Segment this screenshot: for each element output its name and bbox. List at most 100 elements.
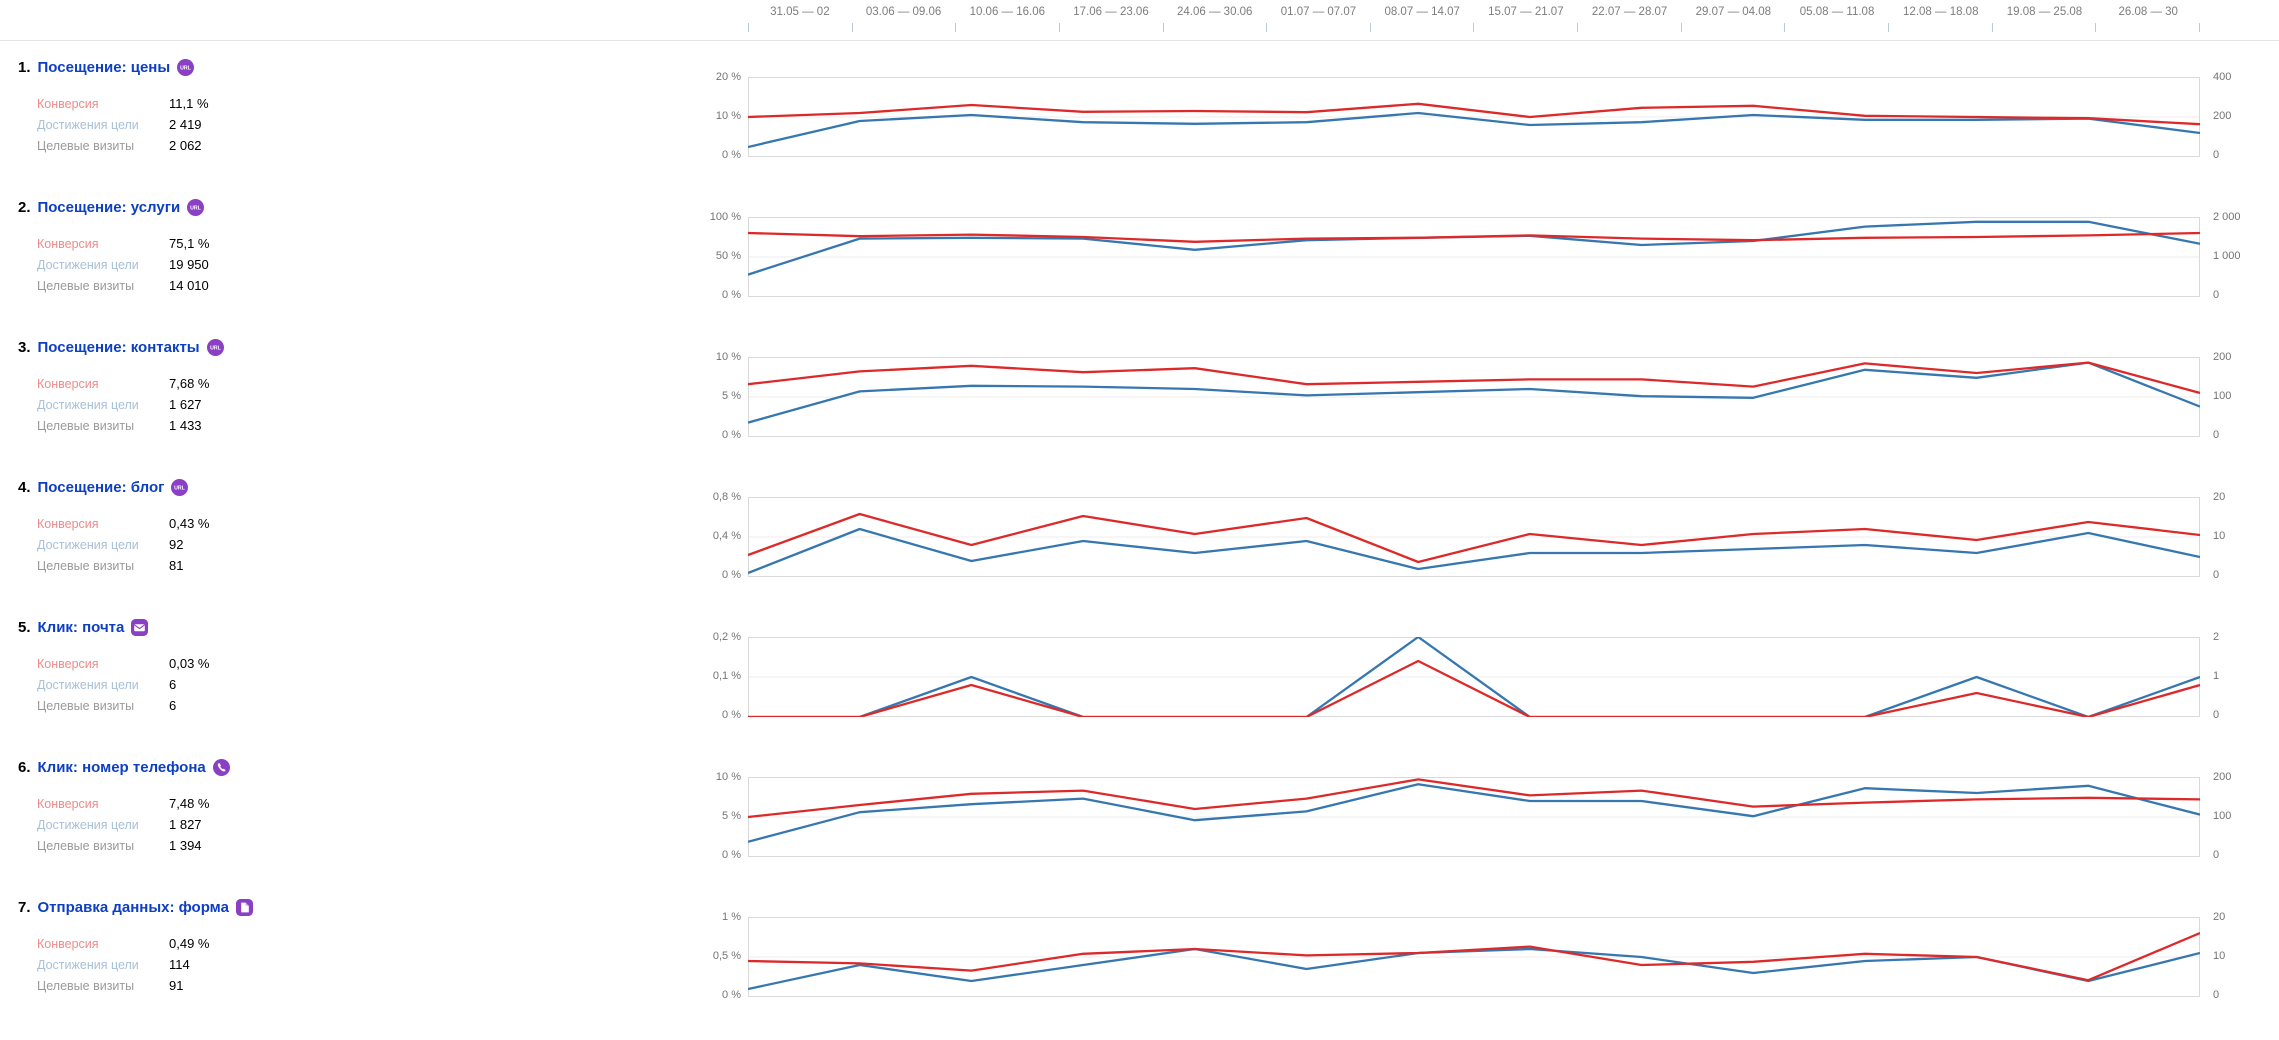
goal-title-link[interactable]: Посещение: цены xyxy=(37,59,171,76)
goal-chart-block: 10 % 5 % 0 % 200 100 0 xyxy=(690,771,2272,861)
date-range-label: 22.07 — 28.07 xyxy=(1591,6,1668,18)
stat-row-visits: Целевые визиты 1 394 xyxy=(37,835,690,856)
goal-title-link[interactable]: Отправка данных: форма xyxy=(37,899,229,916)
y-tick-label: 0 % xyxy=(722,289,741,301)
conversion-label: Конверсия xyxy=(37,376,99,391)
y-tick-label: 0 % xyxy=(722,149,741,161)
y-axis-right-count: 200 100 0 xyxy=(2200,771,2272,861)
stat-row-conversion: Конверсия 7,48 % xyxy=(37,793,690,814)
y-axis-right-count: 2 000 1 000 0 xyxy=(2200,211,2272,301)
y-tick-label: 100 xyxy=(2213,810,2232,822)
y-tick-label: 100 % xyxy=(709,211,741,223)
date-range-label: 05.08 — 11.08 xyxy=(1799,6,1875,18)
goal-row: 7. Отправка данных: форма Конверсия 0,49… xyxy=(0,881,2279,1021)
goal-number: 7. xyxy=(18,899,31,916)
conversion-line xyxy=(748,512,2200,564)
goal-card: 5. Клик: почта Конверсия 0,03 % Достижен… xyxy=(0,601,690,716)
conversion-trend-chart[interactable] xyxy=(748,497,2200,577)
axis-tick xyxy=(2095,23,2200,32)
y-tick-label: 0 xyxy=(2213,569,2220,581)
conversion-line xyxy=(748,361,2200,395)
y-tick-label: 0,5 % xyxy=(712,950,741,962)
date-range-label: 17.06 — 23.06 xyxy=(1073,6,1149,18)
conversion-label: Конверсия xyxy=(37,796,99,811)
y-tick-label: 2 000 xyxy=(2213,211,2241,223)
mail-icon xyxy=(131,619,149,636)
reaches-line xyxy=(748,111,2200,149)
y-tick-label: 0 % xyxy=(722,429,741,441)
goal-card: 4. Посещение: блог URL Конверсия 0,43 % … xyxy=(0,461,690,576)
goal-chart-block: 1 % 0,5 % 0 % 20 10 0 xyxy=(690,911,2272,1001)
y-tick-label: 0 xyxy=(2213,429,2220,441)
conversion-trend-chart[interactable] xyxy=(748,77,2200,157)
y-tick-label: 0,1 % xyxy=(712,670,741,682)
conversion-value: 75,1 % xyxy=(169,236,210,251)
y-tick-label: 20 xyxy=(2213,491,2226,503)
y-tick-label: 10 % xyxy=(715,351,741,363)
conversion-trend-chart[interactable] xyxy=(748,917,2200,997)
url-icon: URL xyxy=(187,199,205,216)
stat-row-conversion: Конверсия 7,68 % xyxy=(37,373,690,394)
goal-title-link[interactable]: Посещение: контакты xyxy=(37,339,200,356)
goal-title-link[interactable]: Клик: почта xyxy=(37,619,125,636)
goal-chart-block: 20 % 10 % 0 % 400 200 0 xyxy=(690,71,2272,161)
axis-tick xyxy=(1266,23,1370,32)
goal-card: 3. Посещение: контакты URL Конверсия 7,6… xyxy=(0,321,690,436)
y-tick-label: 0 xyxy=(2213,709,2220,721)
reaches-label: Достижения цели xyxy=(37,397,139,412)
stat-row-reaches: Достижения цели 92 xyxy=(37,534,690,555)
conversion-label: Конверсия xyxy=(37,236,99,251)
goal-title-link[interactable]: Клик: номер телефона xyxy=(37,759,206,776)
url-icon: URL xyxy=(177,59,195,76)
reaches-line xyxy=(748,637,2200,717)
goal-card: 6. Клик: номер телефона Конверсия 7,48 %… xyxy=(0,741,690,856)
stat-row-reaches: Достижения цели 6 xyxy=(37,674,690,695)
reaches-line xyxy=(748,361,2200,424)
stat-row-visits: Целевые визиты 91 xyxy=(37,975,690,996)
y-axis-left-percent: 0,2 % 0,1 % 0 % xyxy=(690,631,748,721)
stat-row-visits: Целевые визиты 1 433 xyxy=(37,415,690,436)
y-tick-label: 0 xyxy=(2213,989,2220,1001)
reaches-value: 6 xyxy=(169,677,177,692)
goal-row: 4. Посещение: блог URL Конверсия 0,43 % … xyxy=(0,461,2279,601)
conversion-trend-chart[interactable] xyxy=(748,777,2200,857)
goal-card: 7. Отправка данных: форма Конверсия 0,49… xyxy=(0,881,690,996)
goal-title-link[interactable]: Посещение: услуги xyxy=(37,199,181,216)
goal-stats: Конверсия 0,49 % Достижения цели 114 Цел… xyxy=(37,933,690,996)
goal-head: 1. Посещение: цены URL xyxy=(18,59,690,76)
conversion-value: 0,43 % xyxy=(169,516,210,531)
date-range-label: 15.07 — 21.07 xyxy=(1488,6,1564,18)
date-range-label: 26.08 — 30 xyxy=(2118,6,2178,18)
visits-label: Целевые визиты xyxy=(37,978,135,993)
visits-label: Целевые визиты xyxy=(37,698,135,713)
conversion-trend-chart[interactable] xyxy=(748,637,2200,717)
y-tick-label: 10 xyxy=(2213,530,2226,542)
conversion-value: 7,68 % xyxy=(169,376,210,391)
goal-number: 3. xyxy=(18,339,31,356)
url-icon: URL xyxy=(206,339,224,356)
axis-tick xyxy=(1162,23,1267,32)
visits-value: 91 xyxy=(169,978,184,993)
conversion-trend-chart[interactable] xyxy=(748,217,2200,297)
y-tick-label: 10 % xyxy=(715,110,741,122)
conversion-line xyxy=(748,231,2200,243)
goal-chart-block: 0,2 % 0,1 % 0 % 2 1 0 xyxy=(690,631,2272,721)
y-tick-label: 50 % xyxy=(715,250,741,262)
y-axis-left-percent: 10 % 5 % 0 % xyxy=(690,771,748,861)
conversion-trend-chart[interactable] xyxy=(748,357,2200,437)
y-tick-label: 10 % xyxy=(715,771,741,783)
y-axis-left-percent: 0,8 % 0,4 % 0 % xyxy=(690,491,748,581)
stat-row-conversion: Конверсия 0,43 % xyxy=(37,513,690,534)
date-range-label: 08.07 — 14.07 xyxy=(1384,6,1460,18)
goal-title-link[interactable]: Посещение: блог xyxy=(37,479,165,496)
reaches-line xyxy=(748,527,2200,575)
reaches-value: 1 627 xyxy=(169,397,202,412)
reaches-label: Достижения цели xyxy=(37,117,139,132)
date-range-label: 19.08 — 25.08 xyxy=(2006,6,2083,18)
goal-rows: 1. Посещение: цены URL Конверсия 11,1 % … xyxy=(0,41,2279,1021)
stat-row-conversion: Конверсия 0,03 % xyxy=(37,653,690,674)
y-tick-label: 400 xyxy=(2213,71,2232,83)
stat-row-reaches: Достижения цели 1 627 xyxy=(37,394,690,415)
form-icon xyxy=(235,899,253,916)
reaches-value: 92 xyxy=(169,537,184,552)
